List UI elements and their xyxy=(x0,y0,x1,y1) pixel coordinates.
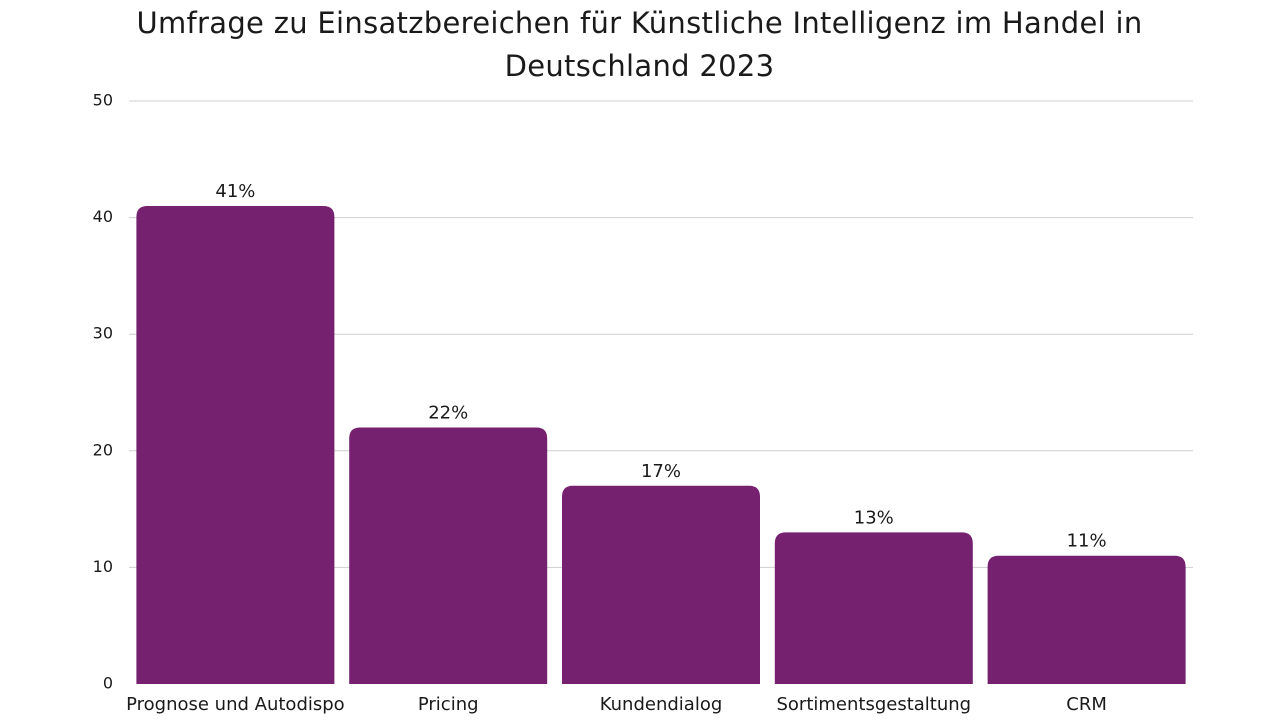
x-category-label: Prognose und Autodispo xyxy=(126,694,345,715)
y-tick-label: 0 xyxy=(103,674,113,693)
y-tick-label: 50 xyxy=(93,91,113,110)
x-category-label: Sortimentsgestaltung xyxy=(776,694,971,715)
bar-kundendialog xyxy=(562,485,760,684)
y-tick-label: 40 xyxy=(93,207,113,226)
y-axis-ticks: 0 10 20 30 40 50 xyxy=(93,91,113,693)
y-tick-label: 30 xyxy=(93,324,113,343)
bar-pricing xyxy=(349,427,548,684)
x-category-label: CRM xyxy=(1066,694,1107,715)
bar-sortimentsgestaltung xyxy=(774,532,973,684)
y-tick-label: 20 xyxy=(93,440,113,459)
y-tick-label: 10 xyxy=(93,557,113,576)
data-label: 41% xyxy=(215,181,255,202)
x-category-label: Kundendialog xyxy=(600,694,723,715)
data-label: 17% xyxy=(641,461,681,482)
data-label: 22% xyxy=(428,402,468,423)
chart-title: Umfrage zu Einsatzbereichen für Künstlic… xyxy=(0,2,1279,88)
data-label: 11% xyxy=(1067,531,1107,552)
x-axis-labels: Prognose und Autodispo Pricing Kundendialo… xyxy=(126,694,1107,715)
data-labels: 41% 22% 17% 13% 11% xyxy=(215,181,1106,552)
bars xyxy=(136,205,1186,684)
bar-crm xyxy=(987,555,1186,684)
x-category-label: Pricing xyxy=(418,694,479,715)
data-label: 13% xyxy=(854,507,894,528)
chart-title-line-2: Deutschland 2023 xyxy=(504,49,775,83)
bar-prognose-und-autodispo xyxy=(136,205,335,684)
chart-title-line-1: Umfrage zu Einsatzbereichen für Künstlic… xyxy=(136,6,1143,40)
